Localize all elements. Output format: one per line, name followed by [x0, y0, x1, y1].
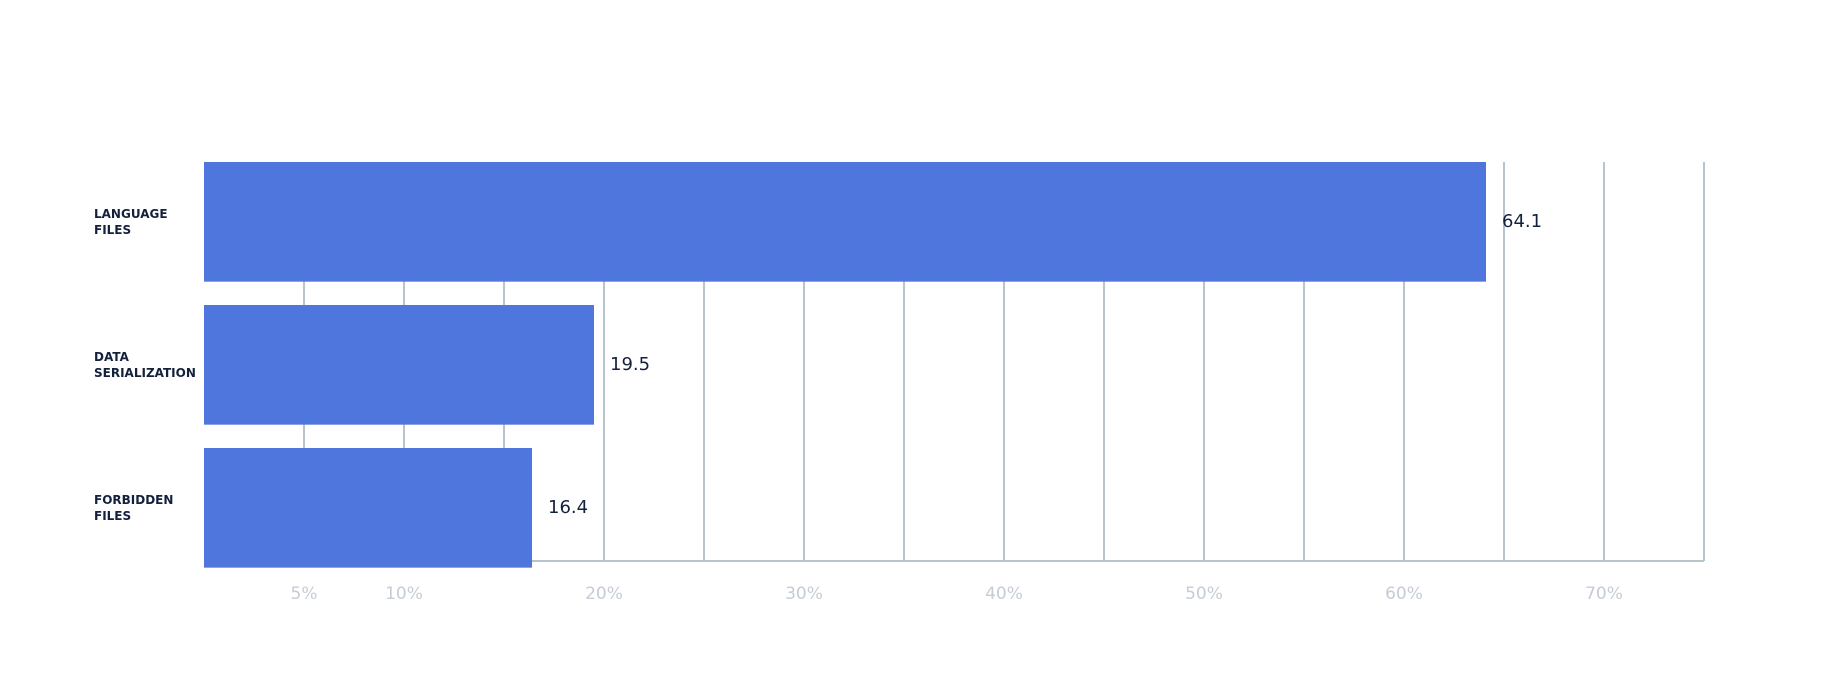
value-label: 64.1 — [1502, 211, 1542, 232]
value-label: 19.5 — [610, 354, 650, 375]
category-label: LANGUAGE FILES — [94, 206, 168, 237]
category-label: DATA SERIALIZATION — [94, 349, 196, 380]
x-tick-label: 30% — [785, 584, 823, 604]
bar — [204, 448, 532, 568]
x-tick-label: 5% — [291, 584, 318, 604]
value-label: 16.4 — [548, 497, 588, 518]
x-tick-label: 10% — [385, 584, 423, 604]
category-label: FORBIDDEN FILES — [94, 492, 174, 523]
x-tick-label: 40% — [985, 584, 1023, 604]
x-tick-label: 60% — [1385, 584, 1423, 604]
x-tick-label: 50% — [1185, 584, 1223, 604]
x-tick-label: 70% — [1585, 584, 1623, 604]
bar — [204, 305, 594, 425]
x-tick-label: 20% — [585, 584, 623, 604]
bar — [204, 162, 1486, 282]
